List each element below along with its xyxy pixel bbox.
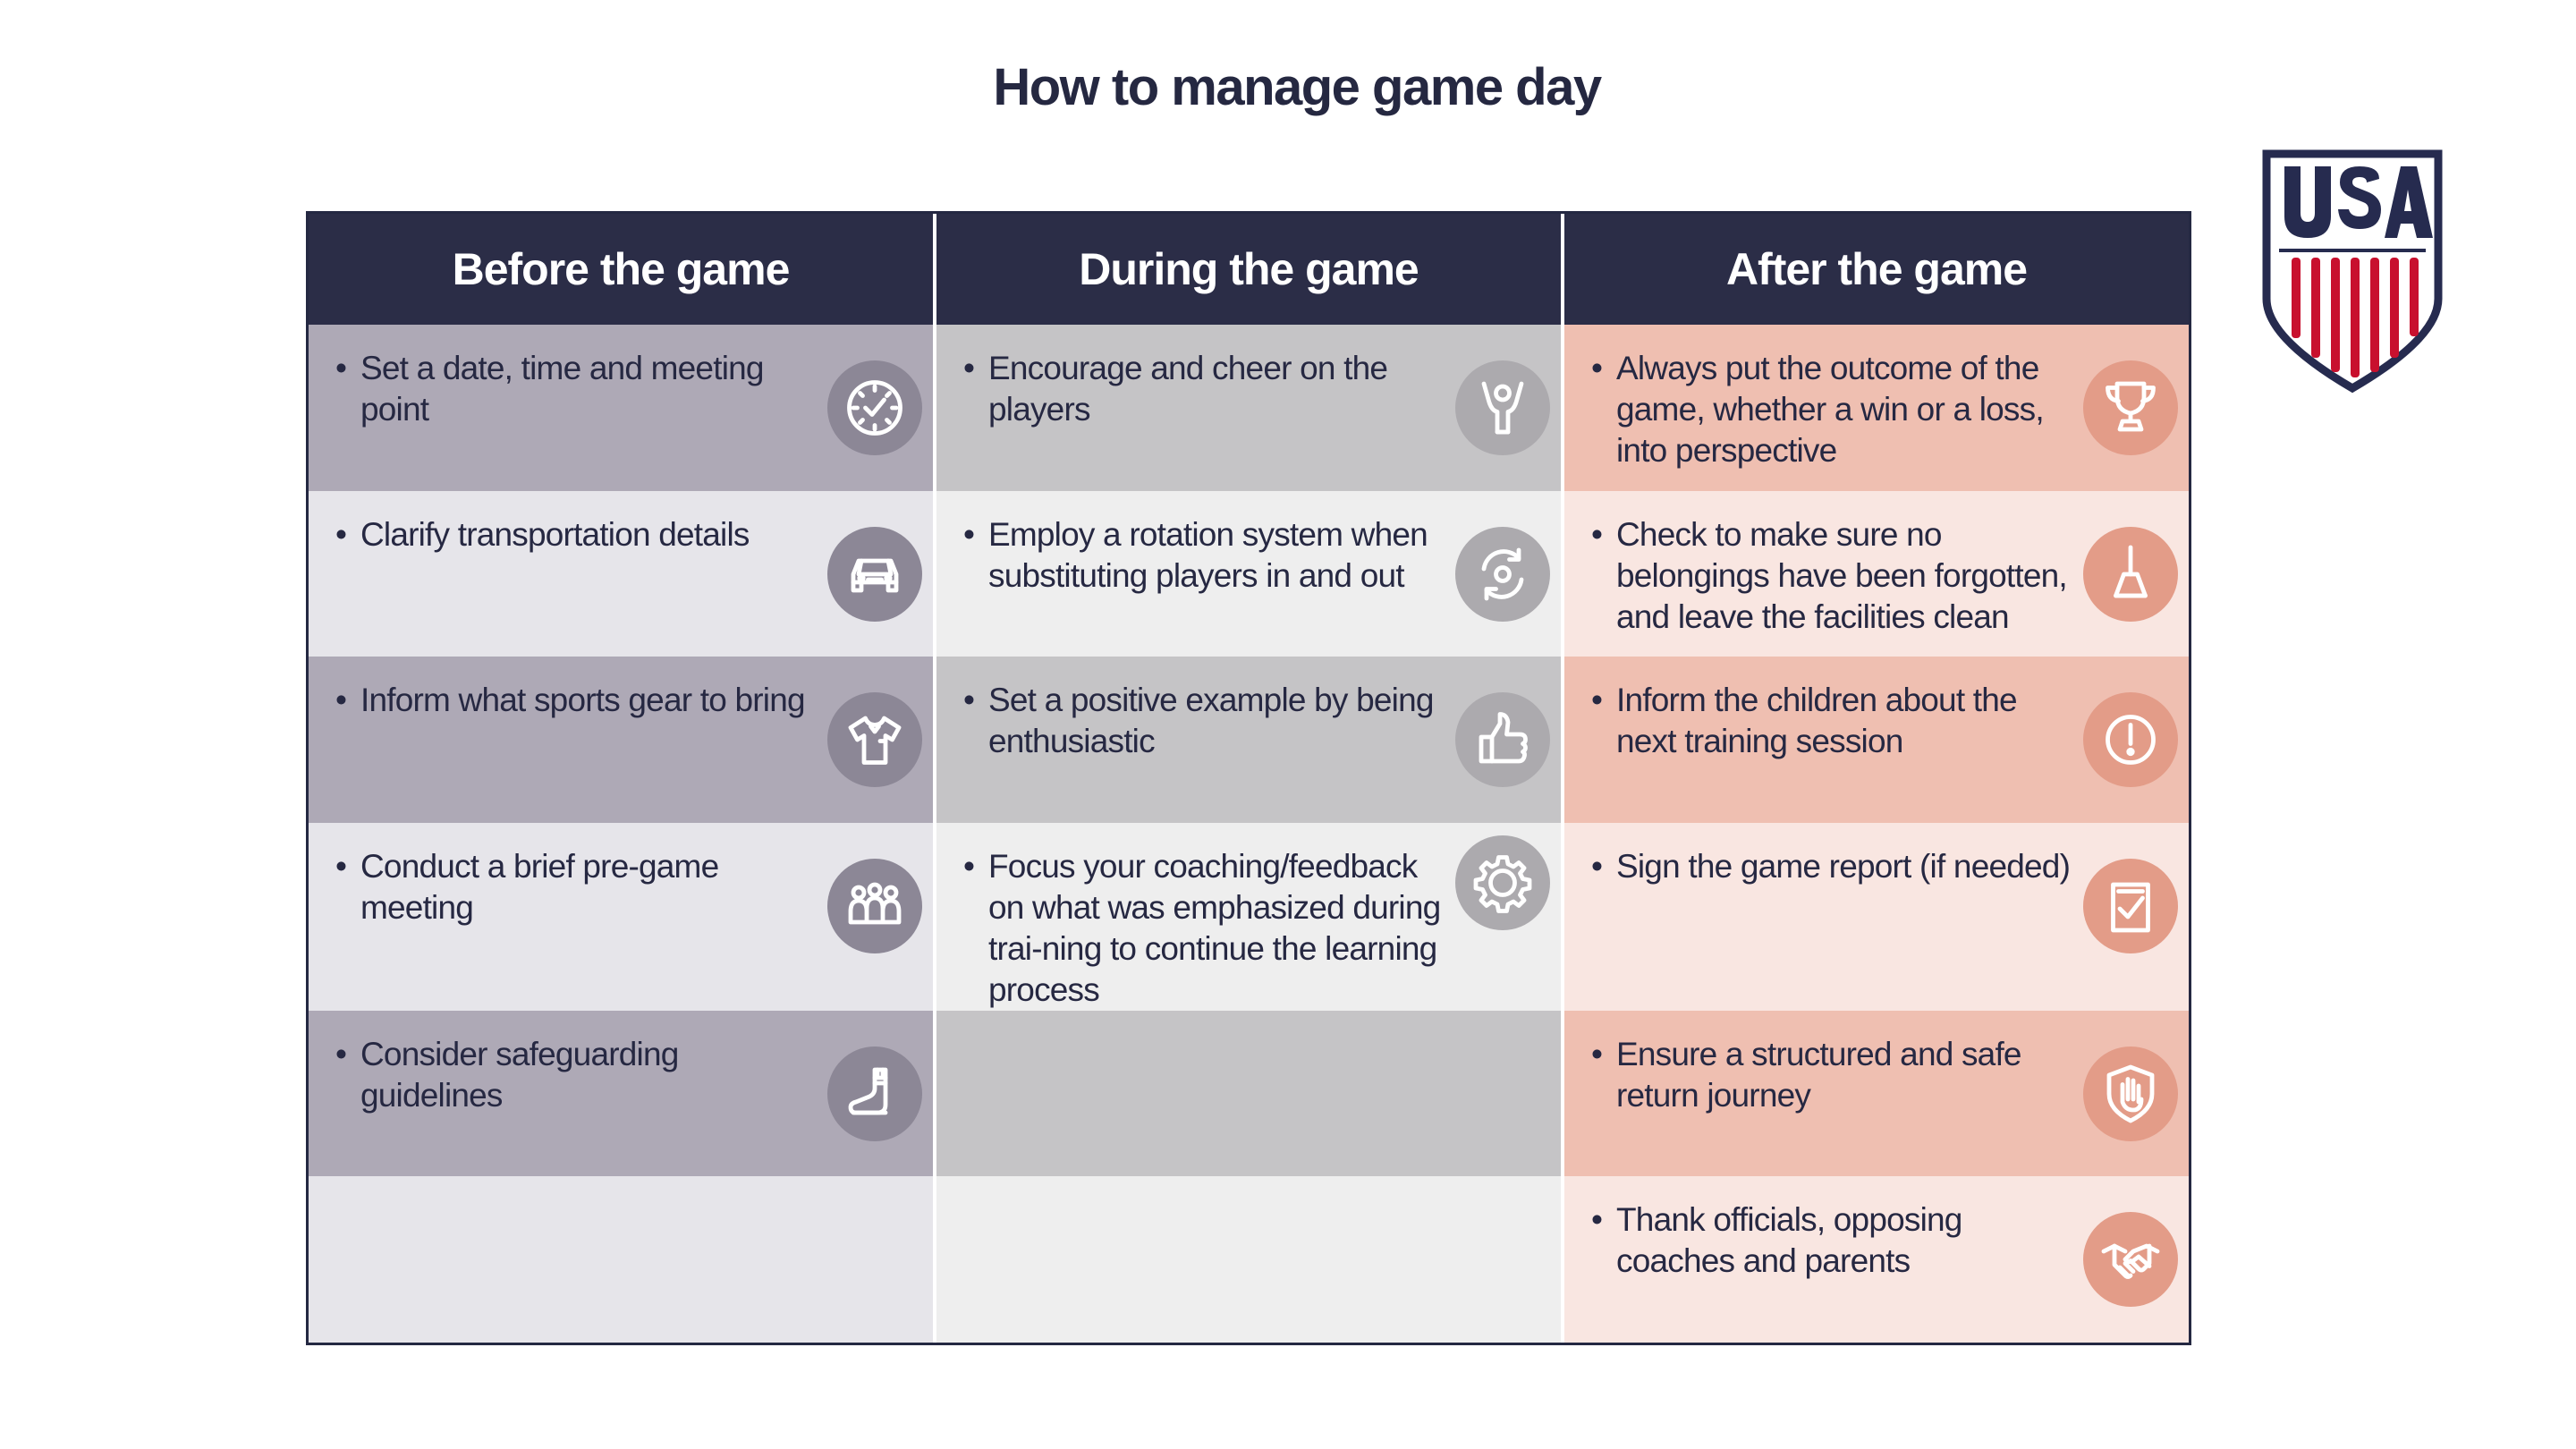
after-item-4-text: Sign the game report (if needed) <box>1616 847 2071 885</box>
broom-icon <box>2083 526 2178 622</box>
before-item-1-text: Set a date, time and meeting point <box>360 350 764 428</box>
after-game-header: After the game <box>1564 214 2189 325</box>
clock-icon <box>827 360 922 455</box>
after-item-1: • Always put the outcome of the game, whe… <box>1564 325 2189 491</box>
during-empty-cell-1 <box>936 1010 1561 1177</box>
during-item-1-text: Encourage and cheer on the players <box>988 350 1388 428</box>
before-item-4: • Conduct a brief pre-game meeting <box>309 822 933 1011</box>
during-item-2-text: Employ a rotation system when substituti… <box>988 515 1428 594</box>
page-title: How to manage game day <box>993 58 1602 116</box>
gear-icon <box>1455 835 1550 930</box>
during-empty-cell-2 <box>936 1176 1561 1343</box>
shield-icon <box>2262 149 2443 394</box>
after-item-6: • Thank officials, opposing coaches and p… <box>1564 1176 2189 1343</box>
before-empty-cell <box>309 1176 933 1343</box>
group-icon <box>827 858 922 953</box>
after-item-5-text: Ensure a structured and safe return jour… <box>1616 1035 2022 1114</box>
game-day-table: Before the game During the game After th… <box>306 211 2191 1345</box>
before-item-2: • Clarify transportation details <box>309 490 933 657</box>
during-item-3: • Set a positive example by being enthusi… <box>936 657 1561 823</box>
usa-crest-logo <box>2261 148 2444 395</box>
during-item-4: • Focus your coaching/feedback on what wa… <box>936 822 1561 1011</box>
thumbs-up-icon <box>1455 692 1550 788</box>
after-item-2-text: Check to make sure no belongings have be… <box>1616 515 2068 635</box>
jersey-icon <box>827 692 922 788</box>
before-item-3-text: Inform what sports gear to bring <box>360 682 806 719</box>
before-item-3: • Inform what sports gear to bring <box>309 657 933 823</box>
report-checkmark-icon <box>2083 858 2178 953</box>
rotation-icon <box>1455 526 1550 622</box>
after-item-3: • Inform the children about the next trai… <box>1564 657 2189 823</box>
before-game-header: Before the game <box>309 214 933 325</box>
after-item-1-text: Always put the outcome of the game, whet… <box>1616 350 2045 469</box>
during-item-4-text: Focus your coaching/feedback on what was… <box>988 847 1441 1008</box>
exclamation-icon <box>2083 692 2178 788</box>
during-item-1: • Encourage and cheer on the players <box>936 325 1561 491</box>
after-item-6-text: Thank officials, opposing coaches and pa… <box>1616 1201 1962 1280</box>
during-item-2: • Employ a rotation system when substitut… <box>936 490 1561 657</box>
before-item-1: • Set a date, time and meeting point <box>309 325 933 491</box>
handshake-icon <box>2083 1212 2178 1308</box>
after-item-5: • Ensure a structured and safe return jou… <box>1564 1010 2189 1177</box>
before-item-5: • Consider safeguarding guidelines <box>309 1010 933 1177</box>
during-item-3-text: Set a positive example by being enthusia… <box>988 682 1434 760</box>
hand-shield-icon <box>2083 1046 2178 1141</box>
after-item-4: • Sign the game report (if needed) <box>1564 822 2189 1011</box>
car-icon <box>827 526 922 622</box>
trophy-icon <box>2083 360 2178 455</box>
after-item-2: • Check to make sure no belongings have b… <box>1564 490 2189 657</box>
before-item-5-text: Consider safeguarding guidelines <box>360 1035 679 1114</box>
after-item-3-text: Inform the children about the next train… <box>1616 682 2018 760</box>
before-item-4-text: Conduct a brief pre-game meeting <box>360 847 719 926</box>
boot-icon <box>827 1046 922 1141</box>
cheering-person-icon <box>1455 360 1550 455</box>
during-game-header: During the game <box>936 214 1561 325</box>
before-item-2-text: Clarify transportation details <box>360 515 750 553</box>
